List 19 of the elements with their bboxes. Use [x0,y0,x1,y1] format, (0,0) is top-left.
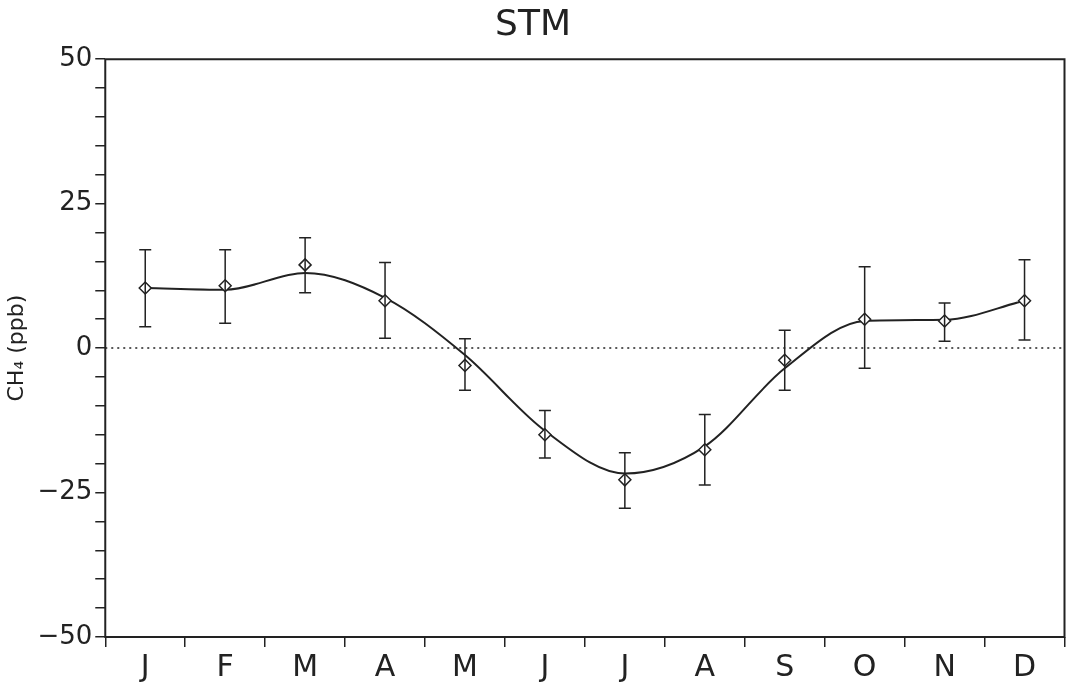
x-tick-label: J [618,647,630,683]
x-tick-label: A [694,647,716,683]
x-tick-label: M [292,647,319,683]
x-tick-label: F [216,647,234,683]
x-tick-label: M [452,647,478,683]
y-tick-label: −50 [37,619,93,650]
x-tick-label: S [775,647,795,683]
chart-title: STM [495,1,571,43]
x-tick-label: N [933,647,956,683]
x-tick-label: J [538,647,550,683]
y-tick-label: −25 [37,475,93,506]
x-tick-label: D [1012,647,1037,683]
x-tick-label: J [138,647,150,683]
x-tick-label: A [374,647,396,683]
y-axis-title: CH₄ (ppb) [2,294,28,402]
y-tick-label: 25 [59,186,93,217]
y-tick-label: 0 [75,330,93,361]
y-tick-label: 50 [59,41,93,72]
x-tick-label: O [852,647,877,683]
